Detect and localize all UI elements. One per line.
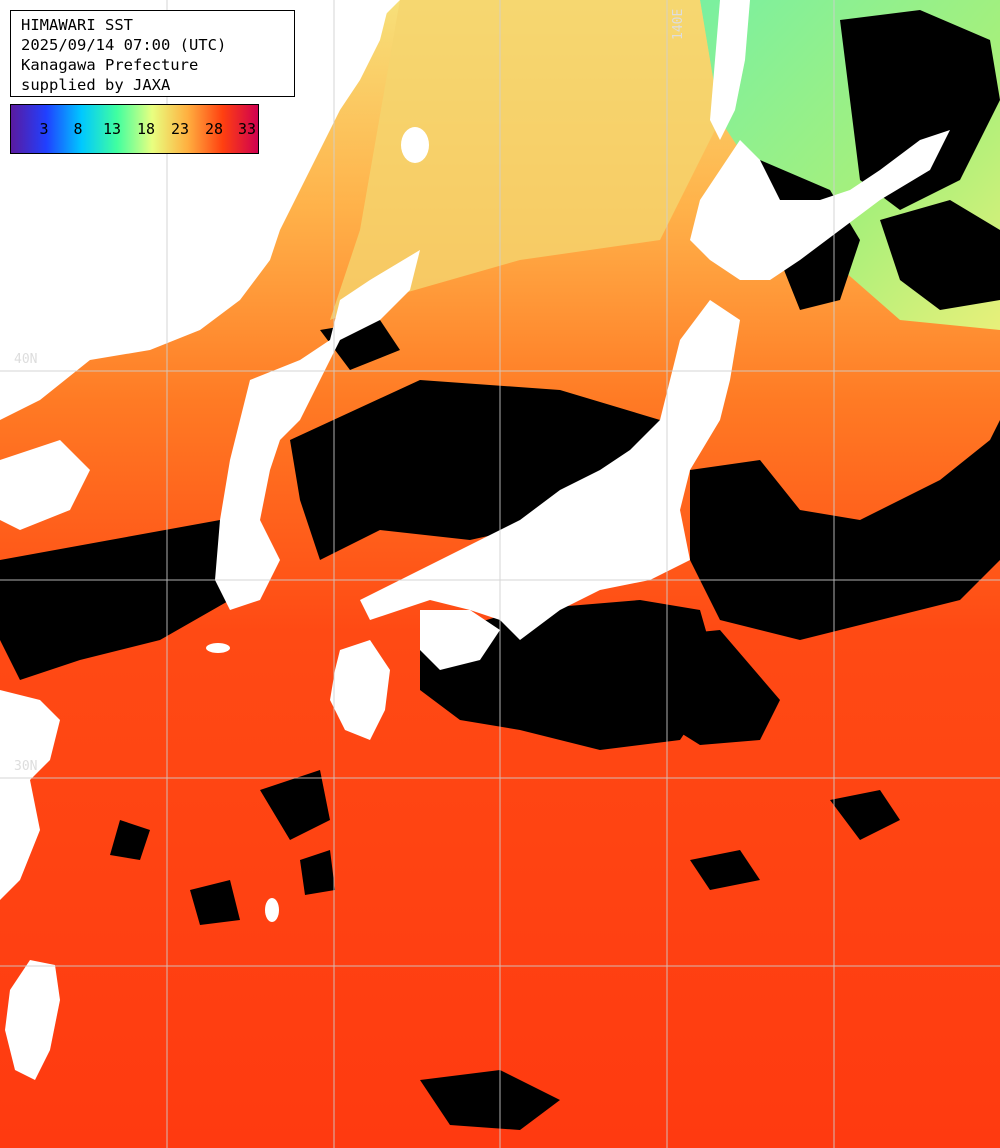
legend-tick: 8 [73, 120, 83, 138]
map-region: Kanagawa Prefecture [21, 56, 199, 74]
legend-tick: 33 [237, 120, 257, 138]
legend-tick-labels: 3 8 13 18 23 28 33 [11, 105, 258, 153]
legend-tick: 23 [170, 120, 190, 138]
legend-tick: 28 [204, 120, 224, 138]
info-box: HIMAWARI SST 2025/09/14 07:00 (UTC) Kana… [10, 10, 295, 97]
cool-water-region [330, 0, 720, 320]
legend-tick: 3 [39, 120, 49, 138]
temperature-legend: 3 8 13 18 23 28 33 [10, 104, 259, 154]
legend-tick: 13 [102, 120, 122, 138]
lat-label-40n: 40N [14, 352, 38, 367]
legend-tick: 18 [136, 120, 156, 138]
map-credit: supplied by JAXA [21, 76, 171, 94]
map-datetime: 2025/09/14 07:00 (UTC) [21, 36, 227, 54]
map-title: HIMAWARI SST [21, 16, 133, 34]
lat-label-30n: 30N [14, 759, 38, 774]
lon-label-140e: 140E [671, 8, 686, 40]
